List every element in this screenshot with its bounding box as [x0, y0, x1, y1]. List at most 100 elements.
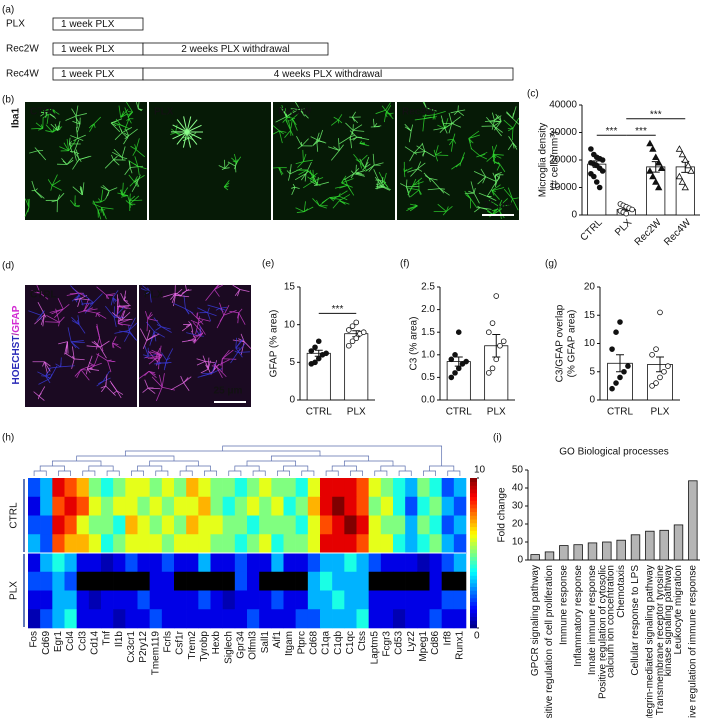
colorbar-step: [470, 617, 477, 621]
data-point: [626, 364, 631, 369]
heatmap-cell: [454, 516, 466, 535]
bar: [617, 540, 626, 560]
heatmap-cell: [52, 572, 64, 591]
y-tick-label: 20: [512, 519, 524, 530]
heatmap-cell: [77, 591, 89, 610]
colorbar-step: [470, 598, 477, 602]
colorbar-step: [470, 523, 477, 527]
x-tick-label: Chemotaxis: [616, 565, 627, 618]
data-point: [622, 369, 627, 374]
stain-label: Iba1: [11, 108, 22, 128]
heatmap-cell: [417, 516, 429, 535]
data-point: [449, 357, 454, 362]
heatmap-cell: [369, 478, 381, 497]
gene-label: Runx1: [455, 631, 466, 660]
y-tick-label: 40000: [549, 100, 577, 111]
heatmap-cell: [52, 478, 64, 497]
heatmap-cell: [28, 497, 40, 516]
heatmap-cell: [381, 478, 393, 497]
colorbar-step: [470, 621, 477, 625]
heatmap-cell: [125, 478, 137, 497]
dendrogram: [125, 451, 320, 456]
gene-label: Tmem119: [150, 631, 161, 676]
heatmap-cell: [150, 572, 162, 591]
heatmap-cell: [417, 534, 429, 553]
x-tick-label: Rec2W: [633, 217, 664, 248]
heatmap-cell: [138, 591, 150, 610]
dendrogram: [204, 471, 216, 476]
y-axis-label: Fold change: [497, 487, 508, 542]
heatmap-cell: [393, 609, 405, 628]
timeline-segment: 2 weeks PLX withdrawal: [181, 44, 289, 55]
heatmap-cell: [454, 534, 466, 553]
heatmap-cell: [65, 572, 77, 591]
dendrogram: [332, 466, 356, 471]
dendrogram: [83, 471, 95, 476]
heatmap-cell: [271, 553, 283, 572]
heatmap-cell: [198, 478, 210, 497]
heatmap-cell: [223, 497, 235, 516]
heatmap-cell: [381, 534, 393, 553]
heatmap-cell: [357, 516, 369, 535]
dendrogram: [138, 466, 162, 471]
data-point: [490, 321, 495, 326]
y-axis-label: Microglia density: [538, 123, 549, 197]
colorbar-step: [470, 497, 477, 501]
heatmap-cell: [393, 572, 405, 591]
heatmap-cell: [454, 572, 466, 591]
heatmap-cell: [101, 553, 113, 572]
heatmap-cell: [381, 516, 393, 535]
y-tick-label: 0: [571, 210, 577, 221]
heatmap-cell: [271, 516, 283, 535]
y-tick-label: 15: [584, 310, 596, 321]
heatmap-cell: [247, 572, 259, 591]
gene-label: Lyz2: [406, 631, 417, 652]
y-tick-label: 10: [512, 537, 524, 548]
heatmap-cell: [113, 553, 125, 572]
bar: [646, 531, 655, 560]
heatmap-cell: [430, 534, 442, 553]
significance-label: ***: [332, 304, 344, 315]
heatmap-cell: [138, 572, 150, 591]
heatmap-cell: [198, 591, 210, 610]
heatmap-cell: [138, 553, 150, 572]
significance-label: ***: [606, 126, 618, 137]
heatmap-cell: [150, 591, 162, 610]
gene-label: Fos: [29, 631, 40, 648]
heatmap-cell: [89, 572, 101, 591]
heatmap-cell: [442, 516, 454, 535]
bar: [647, 167, 665, 215]
process: [495, 121, 501, 122]
gene-label: Cx3cr1: [126, 631, 137, 663]
heatmap-cell: [259, 516, 271, 535]
y-tick-label: 0: [589, 395, 595, 406]
heatmap-cell: [284, 534, 296, 553]
dendrogram: [40, 466, 64, 471]
bar: [603, 542, 612, 560]
heatmap-cell: [320, 609, 332, 628]
significance-label: ***: [635, 126, 647, 137]
heatmap-cell: [186, 516, 198, 535]
heatmap-cell: [344, 497, 356, 516]
heatmap-cell: [223, 534, 235, 553]
heatmap-cell: [308, 478, 320, 497]
data-point: [650, 352, 655, 357]
heatmap-cell: [247, 516, 259, 535]
heatmap-cell: [28, 591, 40, 610]
x-tick-label: CTRL: [446, 407, 473, 418]
timeline-label: Rec4W: [6, 69, 39, 80]
gene-label: C1qa: [321, 631, 332, 655]
x-tick-label: PLX: [651, 407, 670, 418]
y-tick-label: 0.5: [421, 372, 435, 383]
heatmap-cell: [101, 516, 113, 535]
colorbar-step: [470, 519, 477, 523]
heatmap-cell: [52, 591, 64, 610]
heatmap-cell: [442, 497, 454, 516]
heatmap-cell: [174, 553, 186, 572]
dendrogram: [247, 461, 296, 466]
data-point: [456, 330, 461, 335]
dendrogram: [156, 471, 168, 476]
